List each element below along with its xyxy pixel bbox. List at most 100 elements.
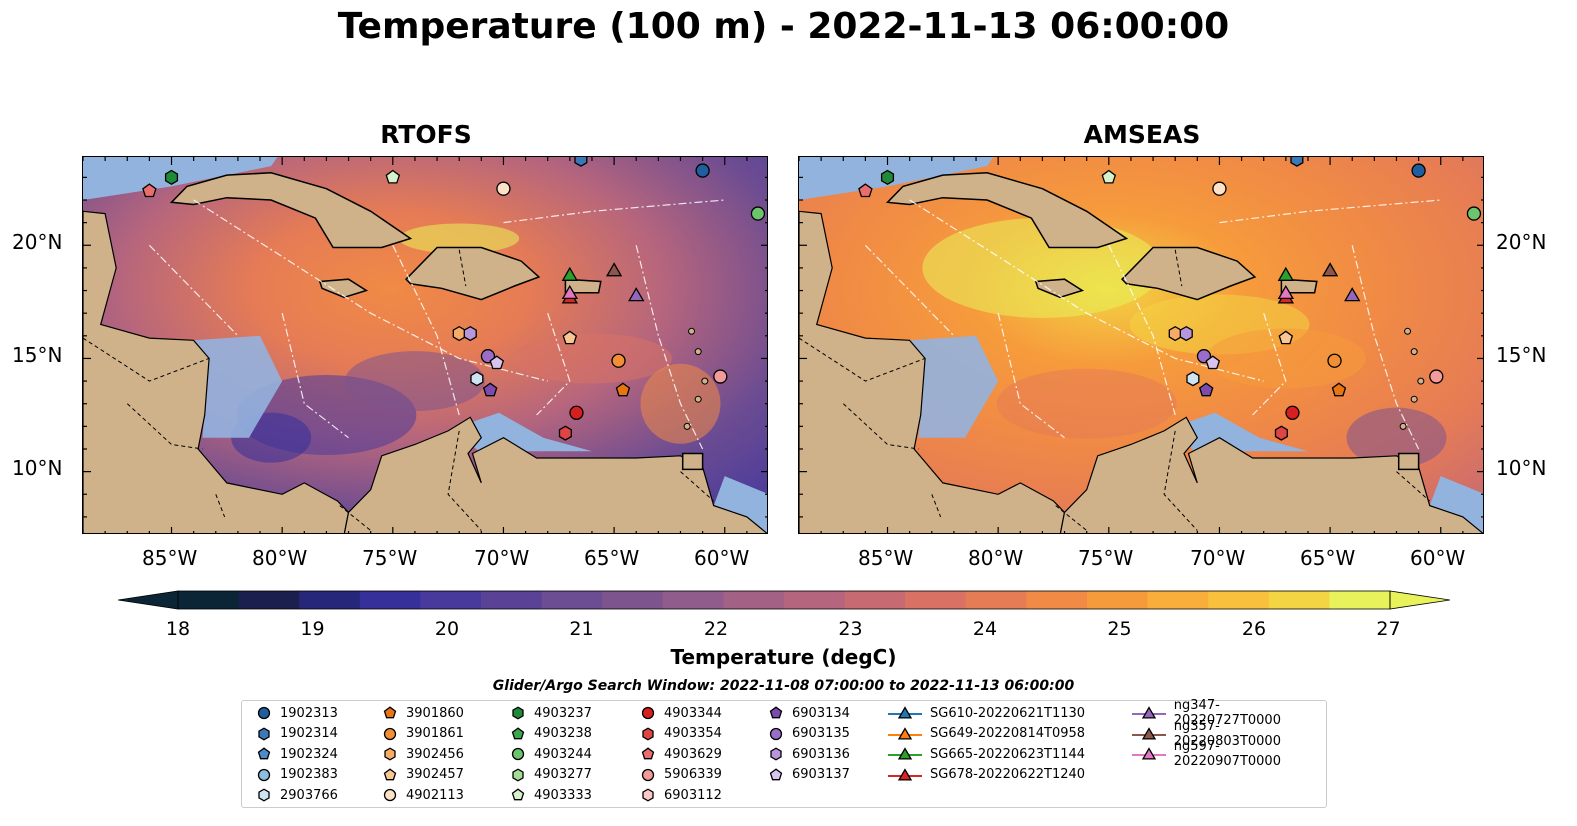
triangle-marker-icon — [1132, 726, 1166, 740]
legend-label: 3901860 — [406, 705, 464, 721]
map-marker-6903135 — [480, 349, 496, 364]
colorbar-label: Temperature (degC) — [670, 645, 897, 669]
legend-item: 4903344 — [640, 703, 722, 723]
map-marker-1902313 — [695, 163, 710, 178]
triangle-marker-icon — [1132, 747, 1166, 760]
legend-item: 4903354 — [640, 724, 722, 744]
legend-label: SG610-20220621T1130 — [930, 705, 1086, 721]
legend-item: 4903237 — [510, 703, 592, 723]
legend-label: 3901861 — [406, 726, 464, 741]
map-marker-3901861 — [1327, 353, 1342, 368]
pentagon-marker-icon — [383, 706, 397, 719]
legend-label: 4903629 — [664, 746, 722, 762]
legend-label: 2903766 — [280, 787, 338, 803]
legend-item: 4903238 — [510, 724, 592, 744]
map-marker-2903766 — [1186, 371, 1200, 387]
legend-item: 4903277 — [510, 765, 592, 785]
legend-item: 3902457 — [382, 765, 464, 785]
colorbar-tick: 25 — [1107, 618, 1132, 640]
colorbar-tick: 27 — [1376, 618, 1401, 640]
map-marker-6903134 — [482, 382, 498, 397]
colorbar-tick: 26 — [1241, 618, 1267, 640]
legend-item: SG610-20220621T1130 — [888, 703, 1085, 723]
circle-marker-icon — [511, 747, 525, 761]
lon-tick-70w-b: 70°W — [1190, 546, 1246, 570]
pentagon-marker-icon — [257, 747, 271, 760]
legend-item: ng357-20220803T0000 — [1132, 719, 1326, 749]
map-marker-1902313 — [1411, 163, 1426, 178]
triangle-marker-icon — [888, 767, 922, 781]
triangle-marker-icon — [888, 747, 922, 760]
pentagon-marker-icon — [769, 706, 783, 719]
circle-marker-icon — [769, 727, 783, 740]
legend-item: 4903333 — [510, 785, 592, 805]
legend-label: 6903134 — [792, 705, 850, 721]
map-marker-4902113 — [496, 181, 511, 196]
map-marker-SG665-20220623T1144 — [1277, 266, 1295, 281]
legend-label: ng597-20220907T0000 — [1173, 739, 1281, 769]
legend-item: 6903137 — [768, 765, 850, 785]
map-marker-4903237 — [880, 169, 895, 185]
map-marker-3901861 — [611, 353, 626, 368]
colorbar-tick: 23 — [838, 618, 863, 640]
map-marker-5906339 — [713, 369, 728, 384]
map-marker-4903244 — [1466, 206, 1482, 221]
pentagon-marker-icon — [383, 767, 397, 780]
legend-item: 1902313 — [256, 703, 338, 723]
hexagon-marker-icon — [258, 788, 270, 802]
map-marker-1902314 — [1290, 157, 1304, 167]
lon-tick-65w-a: 65°W — [584, 546, 640, 570]
panel-title-amseas: AMSEAS — [1083, 120, 1201, 149]
lon-tick-75w-a: 75°W — [362, 546, 418, 570]
lat-tick-10n-left: 10°N — [12, 456, 63, 480]
circle-marker-icon — [383, 727, 397, 740]
pentagon-marker-icon — [769, 767, 783, 780]
colorbar-tick: 24 — [972, 618, 998, 640]
map-marker-4903344 — [1285, 405, 1300, 420]
legend-label: SG678-20220622T1240 — [930, 767, 1086, 782]
lon-tick-80w-a: 80°W — [252, 546, 308, 570]
legend-label: 4902113 — [406, 787, 464, 803]
map-marker-SG665-20220623T1144 — [561, 266, 579, 281]
colorbar-tick: 19 — [300, 618, 325, 640]
map-marker-4903244 — [750, 206, 766, 221]
legend-label: 4903333 — [534, 787, 592, 803]
legend-item: 6903135 — [768, 724, 850, 744]
legend-label: 4903344 — [664, 705, 722, 721]
legend-label: 3902457 — [406, 767, 464, 782]
colorbar-tick: 20 — [434, 618, 460, 640]
circle-marker-icon — [257, 768, 271, 781]
colorbar-tick: 22 — [703, 618, 729, 640]
legend-label: 5906339 — [664, 767, 722, 782]
legend-label: ng347-20220727T0000 — [1173, 698, 1281, 728]
map-marker-3902456 — [452, 325, 466, 342]
legend-label: 1902314 — [280, 726, 338, 741]
hexagon-marker-icon — [512, 767, 524, 782]
map-marker-ng357-20220803T0000 — [605, 262, 623, 277]
hexagon-marker-icon — [384, 747, 396, 761]
legend-label: 1902383 — [280, 767, 338, 782]
pentagon-marker-icon — [511, 788, 525, 801]
lon-tick-65w-b: 65°W — [1300, 546, 1356, 570]
legend: 1902313 1902314 1902324 1902383 2903766 39018… — [241, 698, 1327, 808]
map-marker-ng357-20220803T0000 — [1321, 262, 1339, 277]
lon-tick-75w-b: 75°W — [1078, 546, 1134, 570]
figure-title: Temperature (100 m) - 2022-11-13 06:00:0… — [337, 6, 1230, 47]
map-marker-1902314 — [574, 157, 588, 167]
map-marker-ng347-20220727T0000 — [628, 287, 645, 302]
circle-marker-icon — [383, 788, 397, 802]
legend-label: 6903135 — [792, 726, 850, 741]
legend-label: 6903112 — [664, 787, 722, 803]
legend-item: 4902113 — [382, 785, 464, 805]
map-marker-5906339 — [1429, 369, 1444, 384]
map-marker-6903134 — [1198, 382, 1214, 397]
colorbar — [117, 590, 1451, 610]
panel-title-rtofs: RTOFS — [380, 120, 472, 149]
legend-item: 4903629 — [640, 744, 722, 764]
hexagon-marker-icon — [770, 747, 782, 761]
legend-item: 3901861 — [382, 724, 464, 744]
search-window-text: Glider/Argo Search Window: 2022-11-08 07… — [492, 678, 1075, 694]
legend-label: 3902456 — [406, 746, 464, 762]
legend-item: SG649-20220814T0958 — [888, 724, 1085, 744]
map-marker-3902457 — [562, 330, 578, 345]
